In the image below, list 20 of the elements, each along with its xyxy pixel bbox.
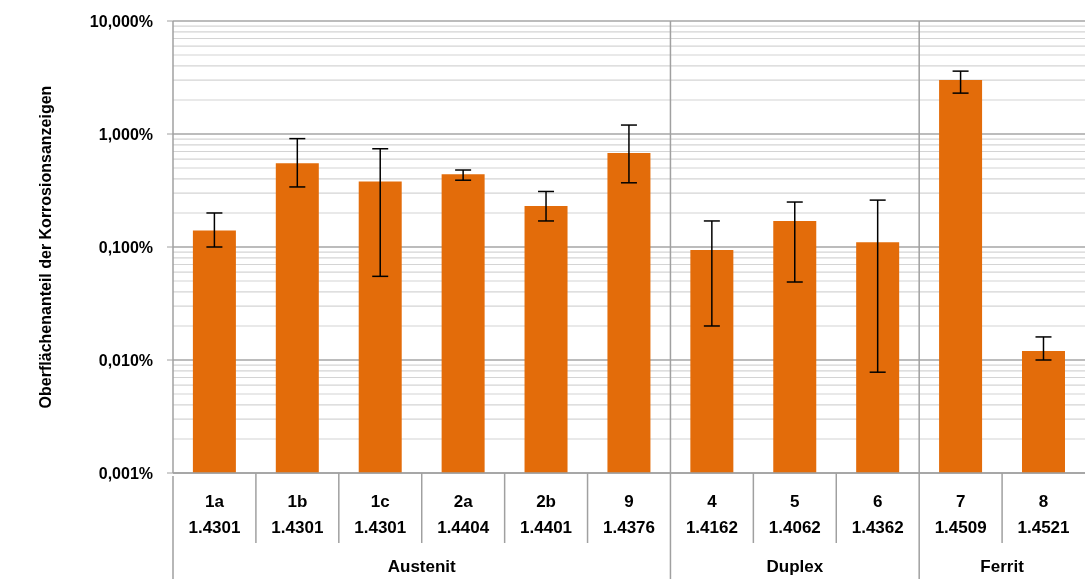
text: Ferrit <box>980 557 1025 576</box>
x-tick-label: 1b 1.4301 <box>271 492 324 537</box>
x-tick-label: 2a 1.4404 <box>437 492 490 537</box>
x-tick-label: 8 1.4521 <box>1017 492 1070 537</box>
y-tick-label: 1,000% <box>98 125 153 143</box>
text: Duplex <box>766 557 824 576</box>
x-tick-label: 7 1.4509 <box>934 492 987 537</box>
x-tick-label: 5 1.4062 <box>768 492 821 537</box>
y-tick-label: 10,000% <box>89 12 153 30</box>
x-tick-label: 9 1.4376 <box>603 492 655 537</box>
x-tick-label: 6 1.4362 <box>851 492 904 537</box>
x-tick-label: 1a 1.4301 <box>188 492 241 537</box>
y-tick-label: 0,010% <box>98 351 153 369</box>
y-tick-label: 0,001% <box>98 464 153 482</box>
x-tick-label: 2b 1.4401 <box>520 492 573 537</box>
x-tick-label: 1c 1.4301 <box>354 492 407 537</box>
x-tick-label: 4 1.4162 <box>685 492 738 537</box>
text: Austenit <box>387 557 457 576</box>
y-axis-title: Oberflächenanteil der Korrosionsanzeigen <box>36 85 54 409</box>
y-tick-label: 0,100% <box>98 238 153 256</box>
